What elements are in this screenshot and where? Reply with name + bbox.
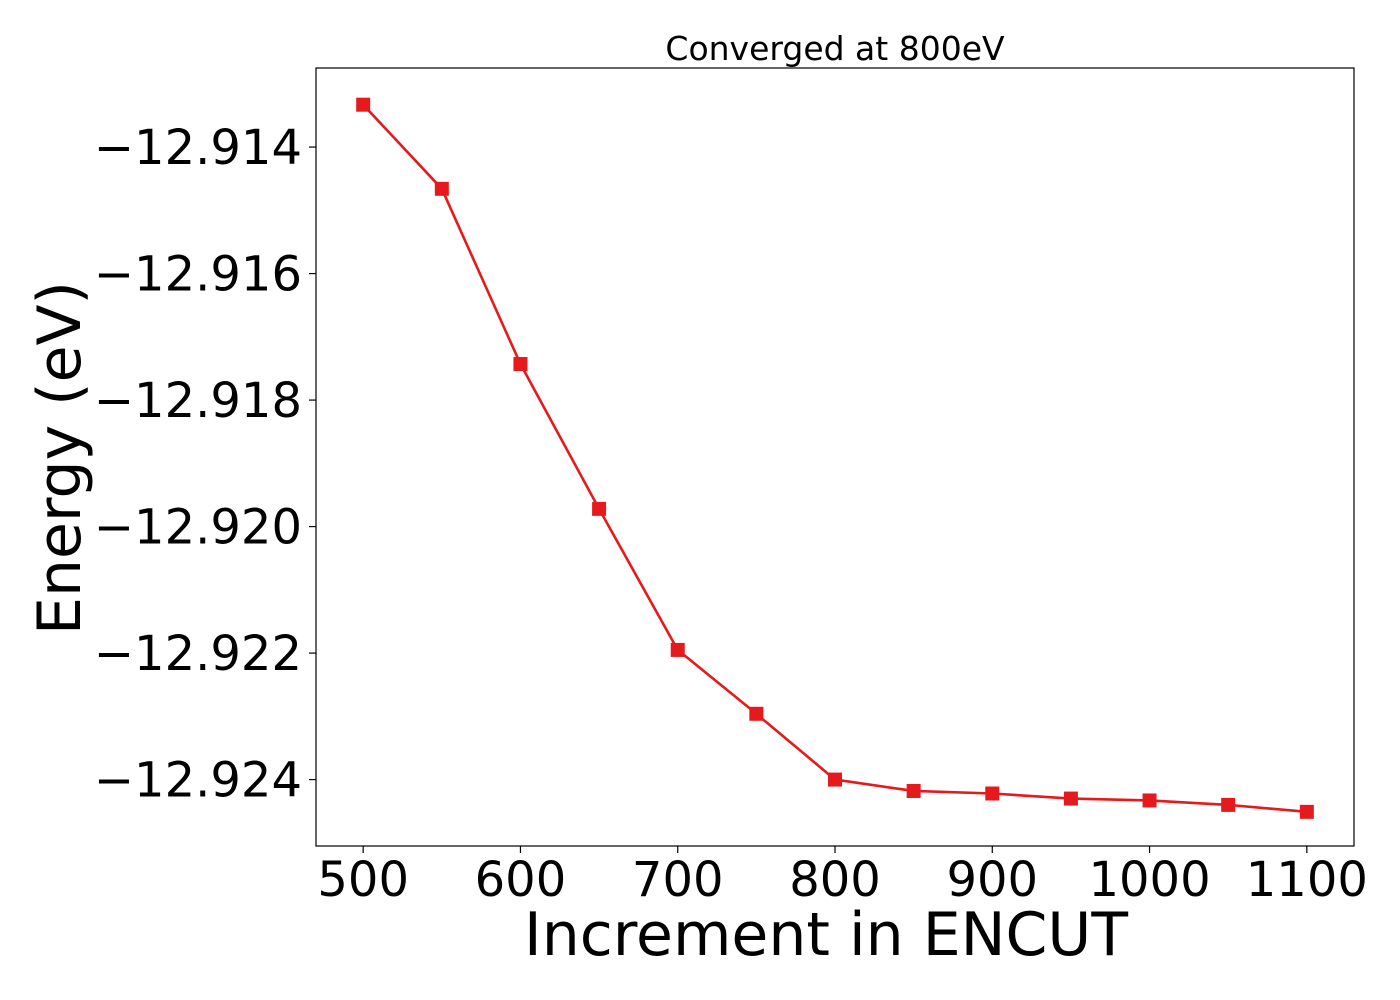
plot-frame — [315, 67, 1355, 847]
y-tick-label: −12.914 — [94, 120, 302, 176]
plot-area: 500 600 700 800 900 1000 1100 −12.914 −12.916 −12… — [94, 67, 1368, 908]
data-point-marker — [1063, 791, 1078, 806]
x-tick-label: 900 — [946, 852, 1038, 908]
data-point-marker — [434, 181, 449, 196]
data-point-marker — [513, 357, 528, 372]
data-point-marker — [906, 783, 921, 798]
x-tick-label: 700 — [632, 852, 724, 908]
x-tick-label: 500 — [317, 852, 409, 908]
x-tick-label: 1100 — [1246, 852, 1368, 908]
x-axis-label: Increment in ENCUT — [524, 900, 1128, 970]
data-point-marker — [592, 501, 607, 516]
data-point-marker — [828, 772, 842, 787]
y-tick-label: −12.918 — [94, 373, 302, 429]
data-point-marker — [749, 706, 764, 721]
x-tick-label: 800 — [789, 852, 881, 908]
y-tick-label: −12.920 — [94, 500, 302, 556]
data-point-marker — [1299, 804, 1314, 819]
data-point-marker — [1221, 797, 1236, 812]
series-line — [362, 103, 1307, 814]
x-tick-label: 600 — [475, 852, 567, 908]
chart-title: Converged at 800eV — [665, 29, 1005, 68]
y-axis-label: Energy (eV) — [25, 281, 95, 635]
data-point-marker — [1142, 793, 1157, 808]
y-tick-label: −12.924 — [94, 753, 302, 809]
y-tick-label: −12.922 — [94, 626, 302, 682]
data-point-marker — [670, 642, 685, 657]
data-point-marker — [985, 786, 1000, 801]
x-tick-label: 1000 — [1088, 852, 1210, 908]
data-point-marker — [356, 97, 371, 112]
y-tick-label: −12.916 — [94, 247, 302, 303]
